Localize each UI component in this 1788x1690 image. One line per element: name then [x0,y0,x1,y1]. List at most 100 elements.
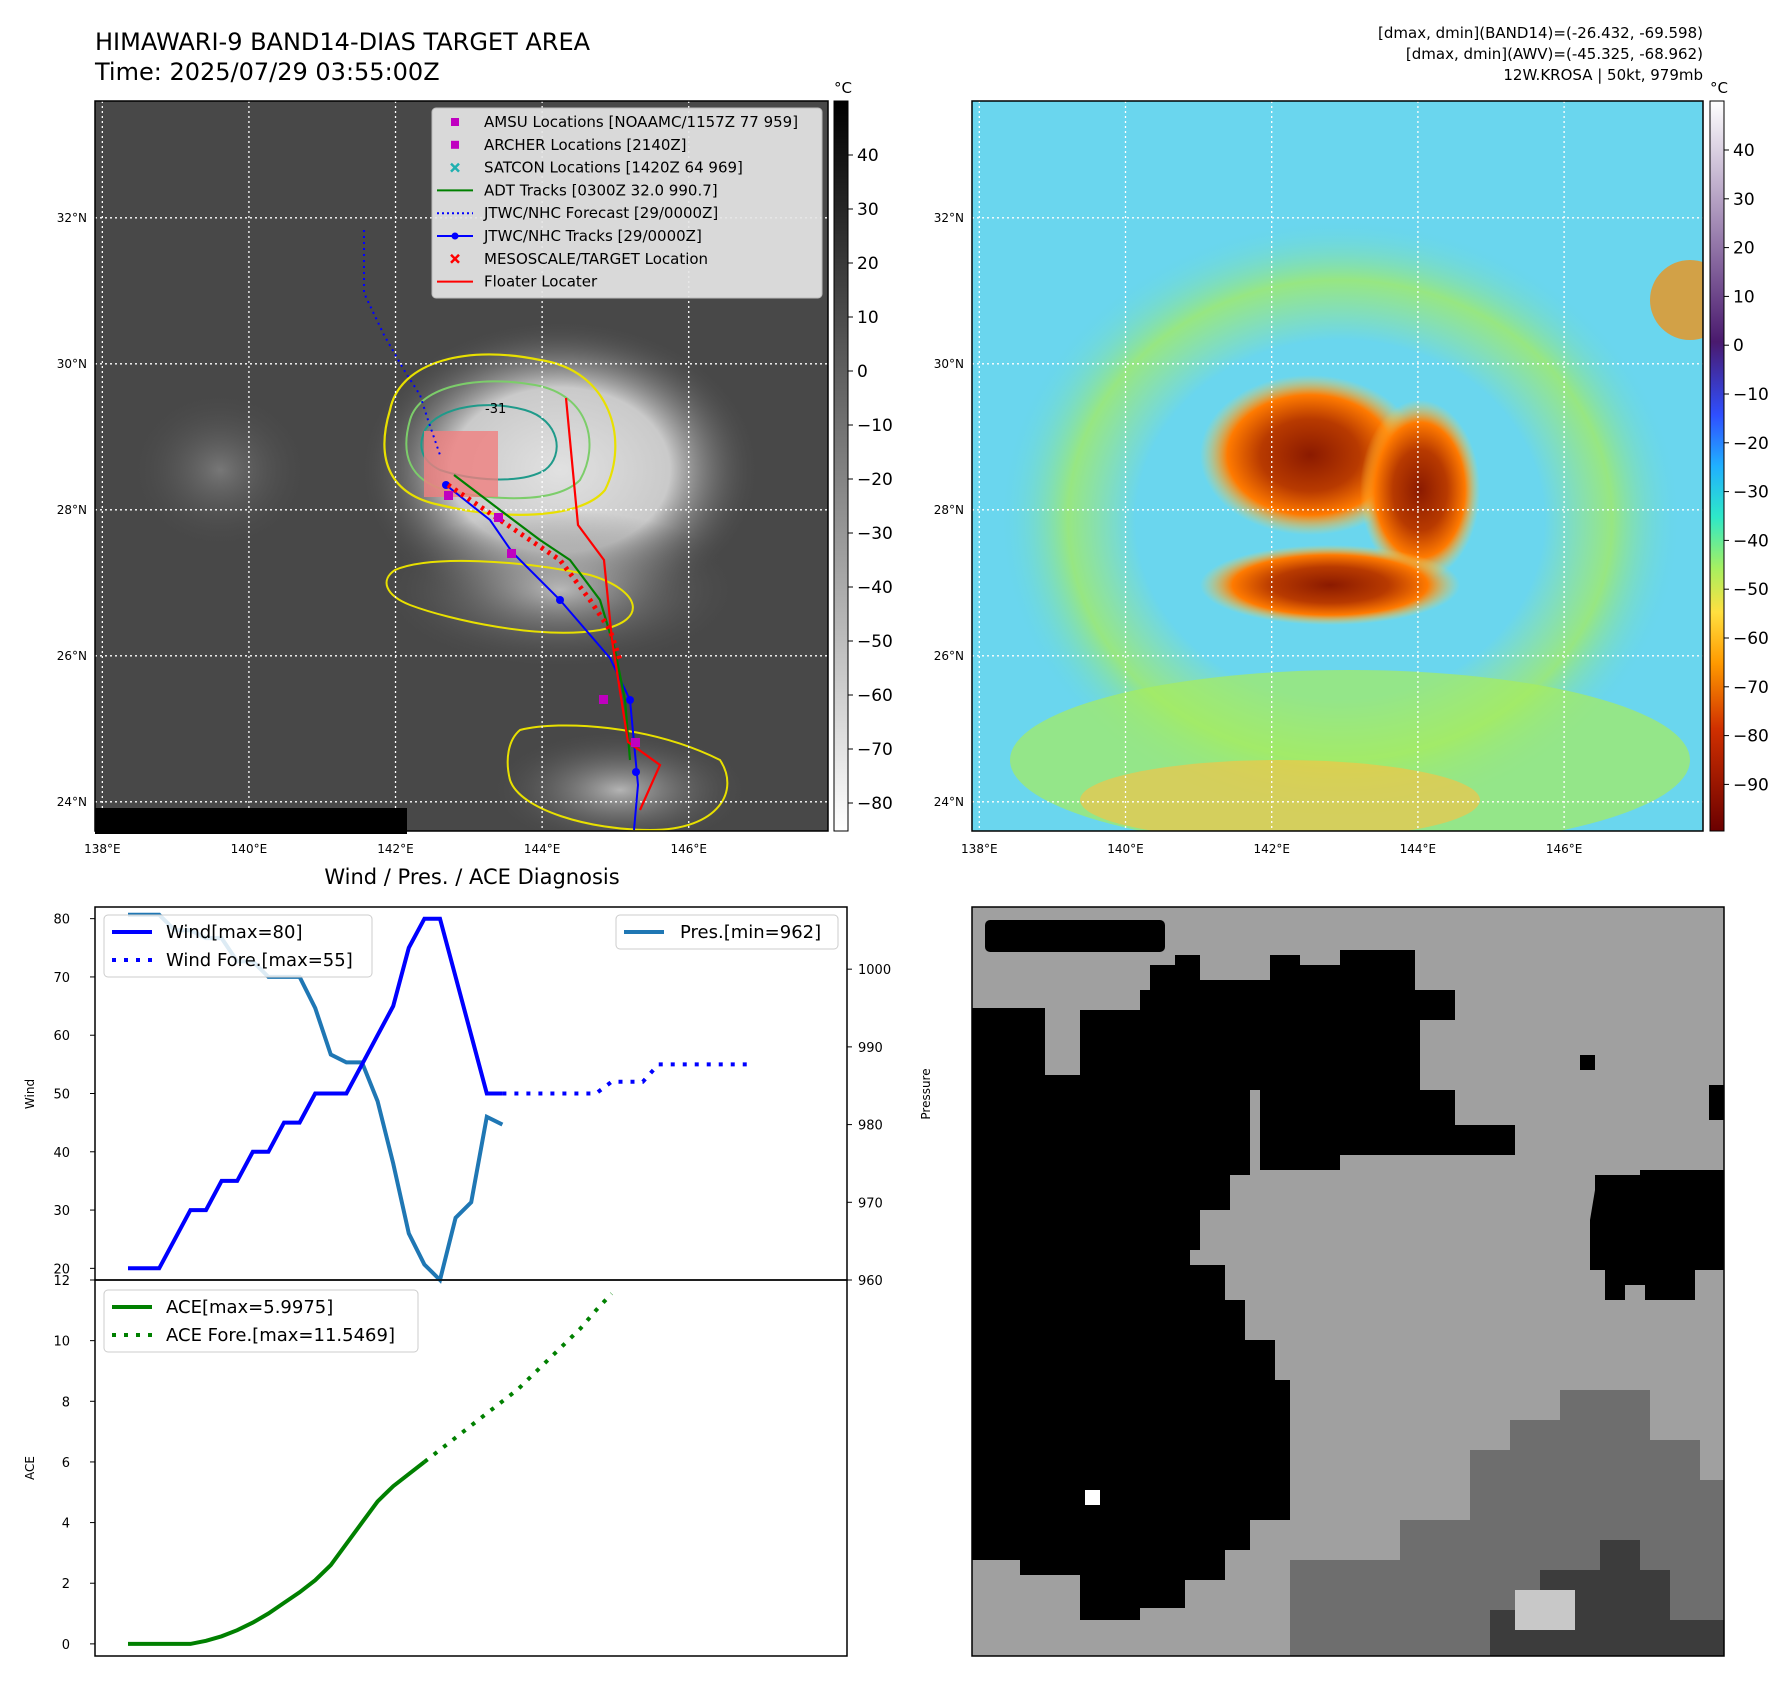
amsu-location [494,513,503,522]
pressure-tick-label: 990 [858,1041,883,1056]
legend-entry: SATCON Locations [1420Z 64 969] [484,159,743,177]
amsu-location [599,695,608,704]
wmg-panel: WMG Count: 0 [971,906,1725,1657]
colorbar-tick-label: 30 [1733,190,1755,210]
legend-entry: JTWC/NHC Tracks [29/0000Z] [483,227,702,245]
wv-south-dry [1080,760,1480,831]
pressure-tick-label: 960 [858,1274,883,1289]
colorbar-tick-label: 10 [1733,287,1755,307]
legend-entry: MESOSCALE/TARGET Location [484,250,708,268]
ir-south-cloud [490,730,750,831]
wv-map-lon-tick: 146°E [1546,842,1583,856]
legend-dot-marker [451,232,459,240]
ir-colorbar-ticks: 40 30 20 10 0 −10 −20 −30 −40 −50 −60 −70 −80 [848,146,893,814]
colorbar-tick-label: 10 [857,308,879,328]
legend-entry: ADT Tracks [0300Z 32.0 990.7] [484,181,718,199]
ace-tick-label: 8 [62,1395,70,1410]
wind-pressure-chart: 80 70 60 50 40 30 20 1000 990 980 970 960 Wind Pre… [23,906,933,1289]
wind-tick-label: 50 [53,1088,70,1103]
wind-tick-label: 30 [53,1204,70,1219]
ace-ylabel: ACE [23,1456,37,1480]
wind-tick-label: 70 [53,971,70,986]
ace-panel-frame [94,1279,848,1657]
wmg-light-patch [1515,1590,1575,1630]
wmg-black-region-east [1590,1170,1724,1300]
wv-map: 138°E 140°E 142°E 144°E 146°E 32°N 30°N 28°N 26°… [934,100,1704,856]
wind-forecast-line [502,1062,752,1096]
ir-map-lon-tick: 144°E [524,842,561,856]
legend-x-marker [450,253,460,264]
pressure-legend: Pres.[min=962] [615,914,839,950]
diagnosis-title: Wind / Pres. / ACE Diagnosis [324,865,619,889]
wmg-black-pixel [1580,1055,1595,1070]
ir-contour-outer [383,353,617,516]
colorbar-tick-label: −50 [1733,580,1769,600]
ir-contour-south [506,724,729,831]
mesoscale-target-track [446,482,623,661]
colorbar-tick-label: −70 [857,740,893,760]
wv-map-lat-tick: 30°N [934,357,964,371]
ir-map-lon-tick: 138°E [84,842,121,856]
colorbar-tick-label: −80 [1733,727,1769,747]
wmg-count-box [985,920,1165,952]
info-awv: [dmax, dmin](AWV)=(-45.325, -68.962) [1406,45,1703,63]
wv-map-grid: 138°E 140°E 142°E 144°E 146°E 32°N 30°N 28°N 26°… [934,101,1703,856]
wv-map-lon-tick: 142°E [1253,842,1290,856]
pressure-axis-ticks: 1000 990 980 970 960 [847,963,891,1289]
wind-legend-label: Wind[max=80] [166,922,303,943]
wv-ne-cloud [1650,260,1703,340]
ir-map-lat-tick: 30°N [57,357,87,371]
ace-line [128,1460,426,1646]
legend-entry: AMSU Locations [NOAAMC/1157Z 77 959] [484,113,798,131]
figure-title: HIMAWARI-9 BAND14-DIAS TARGET AREA [95,28,591,56]
colorbar-tick-label: −70 [1733,678,1769,698]
colorbar-tick-label: −30 [857,524,893,544]
ir-map-frame [94,100,829,832]
wind-axis-ticks: 80 70 60 50 40 30 20 [53,913,95,1277]
figure-time: Time: 2025/07/29 03:55:00Z [94,58,440,86]
wv-map-lon-tick: 144°E [1400,842,1437,856]
ace-tick-label: 0 [62,1638,70,1653]
mesoscale-target-box [424,431,498,497]
ace-tick-label: 6 [62,1456,70,1471]
wv-map-frame [971,100,1704,832]
wv-map-lat-tick: 24°N [934,795,964,809]
ir-map-lon-tick: 142°E [377,842,414,856]
ir-west-cloud [130,390,310,550]
map-legend: AMSU Locations [NOAAMC/1157Z 77 959] ARCH… [431,107,823,299]
ace-tick-label: 10 [53,1335,70,1350]
pressure-legend-box [615,914,839,950]
pressure-tick-label: 970 [858,1196,883,1211]
ace-legend-box [103,1289,419,1353]
wind-ylabel: Wind [23,1079,37,1109]
colorbar-tick-label: −30 [1733,483,1769,503]
wv-colorbar-ticks: 40 30 20 10 0 −10 −20 −30 −40 −50 −60 −70 −80 −90 [1724,141,1769,795]
wv-map-lat-tick: 26°N [934,649,964,663]
colorbar-tick-label: −60 [1733,629,1769,649]
pressure-tick-label: 980 [858,1119,883,1134]
colorbar-tick-label: −20 [857,470,893,490]
ir-colorbar-unit: °C [834,79,852,97]
legend-entry: Floater Locater [484,273,598,291]
pressure-legend-label: Pres.[min=962] [680,922,821,943]
ir-map-lon-tick: 140°E [231,842,268,856]
floater-locater [564,397,662,811]
colorbar-tick-label: −40 [857,578,893,598]
jtwc-track-point [556,596,564,604]
wv-colorbar-unit: °C [1710,79,1728,97]
wind-tick-label: 40 [53,1146,70,1161]
ir-rainband [380,510,740,670]
colorbar-tick-label: 0 [1733,336,1744,356]
wind-line [128,916,503,1271]
colorbar-tick-label: 30 [857,200,879,220]
legend-entry: JTWC/NHC Forecast [29/0000Z] [483,204,718,222]
ir-map-lat-tick: 26°N [57,649,87,663]
colorbar-tick-label: −40 [1733,531,1769,551]
ace-legend: ACE[max=5.9975] ACE Fore.[max=11.5469] [103,1289,419,1353]
ace-legend-label: ACE[max=5.9975] [166,1297,333,1318]
amsu-location [507,549,516,558]
wv-map-lon-tick: 138°E [961,842,998,856]
ace-chart: 12 10 8 6 4 2 0 ACE ACE[max=5.9975] ACE Fore.[m… [23,1274,848,1657]
ace-tick-label: 4 [62,1517,70,1532]
